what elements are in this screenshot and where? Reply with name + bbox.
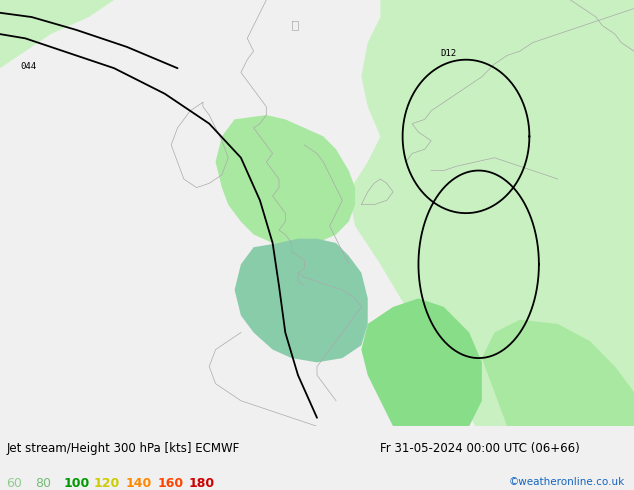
Text: 120: 120 [94,477,120,490]
Text: 100: 100 [63,477,89,490]
Text: D12: D12 [441,49,456,58]
Text: 160: 160 [157,477,183,490]
Text: 044: 044 [20,62,36,71]
Polygon shape [361,298,482,426]
Text: 80: 80 [35,477,51,490]
Text: Jet stream/Height 300 hPa [kts] ECMWF: Jet stream/Height 300 hPa [kts] ECMWF [6,442,240,455]
Polygon shape [482,319,634,426]
Text: 140: 140 [126,477,152,490]
Text: 180: 180 [189,477,215,490]
Polygon shape [216,115,355,247]
Polygon shape [349,0,634,426]
Polygon shape [235,239,368,363]
Text: ©weatheronline.co.uk: ©weatheronline.co.uk [508,477,624,487]
Text: Fr 31-05-2024 00:00 UTC (06+66): Fr 31-05-2024 00:00 UTC (06+66) [380,442,580,455]
Polygon shape [0,0,114,77]
Text: 60: 60 [6,477,22,490]
